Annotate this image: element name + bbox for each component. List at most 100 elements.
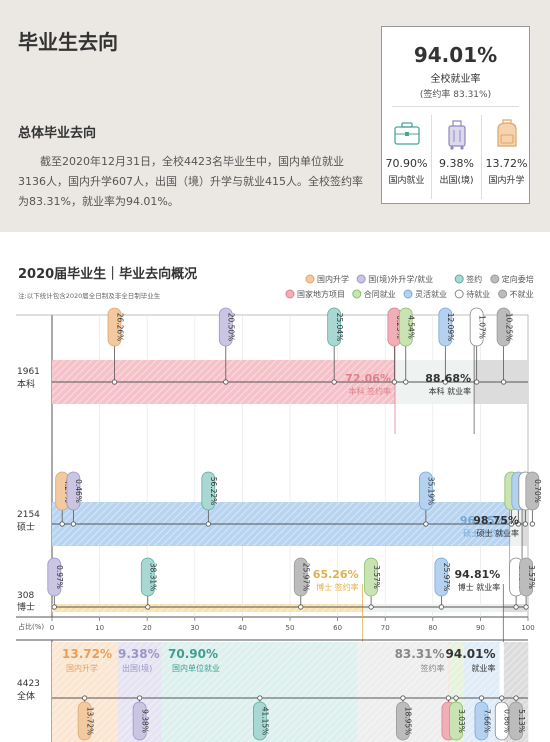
segment-capsule [525, 471, 540, 511]
segment-label: 12.09% [446, 313, 455, 342]
page-title: 毕业生去向 [18, 30, 118, 54]
segment-point [501, 379, 507, 385]
segment-capsule [438, 307, 453, 347]
x-tick-label: 30 [190, 624, 199, 632]
segment-capsule [509, 701, 523, 741]
legend-label: 待就业 [466, 289, 490, 299]
segment-point [453, 695, 459, 701]
x-tick-label: 40 [238, 624, 247, 632]
x-tick-label: 10 [95, 624, 104, 632]
segment-point [145, 604, 151, 610]
segment-point [403, 379, 409, 385]
sign-rate-text: 本科 签约率 [348, 386, 391, 396]
segment-capsule [77, 701, 92, 741]
overall-summary-text: 国内单位就业 [172, 663, 220, 673]
segment-point [523, 604, 529, 610]
segment-capsule [66, 471, 81, 511]
segment-point [513, 695, 519, 701]
legend-swatch [454, 289, 464, 299]
briefcase-icon [394, 122, 420, 145]
group-name: 硕士 [17, 521, 35, 533]
segment-capsule [398, 307, 413, 347]
segment-point [478, 695, 485, 701]
segment-capsule [519, 557, 533, 597]
legend-swatch [490, 274, 500, 284]
sign-rate-text: 博士 签约率 [316, 582, 359, 592]
segment-point [400, 695, 406, 701]
segment-label: 41.15% [261, 707, 270, 736]
overall-summary-value: 94.01% [446, 647, 496, 661]
group-2: 2154硕士4.27%0.46%56.22%35.19%1.58%1.02%0.… [17, 471, 542, 576]
segment-label: 0.70% [533, 479, 542, 503]
segment-point [529, 521, 535, 527]
segment-point [59, 521, 65, 527]
overall-employment-rate-label: 全校就业率 [430, 74, 481, 85]
x-tick-label: 80 [428, 624, 437, 632]
legend-swatch [352, 289, 362, 299]
segment-capsule [252, 701, 267, 741]
employment-rate-text: 硕士 就业率 [477, 528, 520, 538]
card-item-value: 13.72% [485, 157, 528, 170]
segment-capsule [293, 557, 308, 597]
segment-point [368, 604, 374, 610]
sign-rate-band-hatch [52, 604, 363, 612]
segment-label: 3.57% [372, 565, 381, 589]
segment-point [298, 604, 304, 610]
segment-capsule [107, 307, 122, 347]
segment-label: 5.13% [517, 709, 526, 733]
chart-title: 2020届毕业生｜毕业去向概况 [18, 266, 197, 282]
legend-swatch [356, 274, 366, 284]
segment-capsule [364, 557, 378, 597]
section-title: 总体毕业去向 [18, 126, 97, 141]
segment-label: 26.26% [115, 313, 124, 342]
summary-text: 截至2020年12月31日，全校4423名毕业生中，国内单位就业3136人，国内… [18, 155, 363, 208]
group-count: 2154 [17, 510, 40, 520]
segment-label: 25.97% [302, 563, 311, 592]
legend-swatch [403, 289, 413, 299]
employment-rate-card: 94.01% 全校就业率 (签约率 83.31%) 70.90% 国内就业 [381, 26, 530, 204]
segment-label: 56.22% [209, 477, 218, 506]
overall-summary-text: 国内升学 [66, 663, 98, 673]
segment-point [70, 521, 77, 527]
segment-capsule [434, 557, 449, 597]
x-tick-label: 50 [286, 624, 295, 632]
card-divider [392, 106, 519, 107]
segment-capsule [47, 557, 62, 597]
segment-label: 4.54% [407, 315, 416, 339]
segment-label: 10.25% [504, 313, 513, 342]
card-item-value: 9.38% [439, 157, 474, 170]
segment-point [257, 695, 263, 701]
legend-label: 国家地方项目 [297, 289, 345, 299]
segment-label: 38.31% [149, 563, 158, 592]
card-item-abroad: 9.38% 出国(境) [432, 115, 481, 199]
group-1: 1961本科26.26%20.50%25.04%0.25%4.54%12.09%… [17, 307, 528, 434]
legend-swatch [305, 274, 315, 284]
card-item-label: 国内就业 [388, 176, 425, 186]
luggage-icon [448, 120, 466, 150]
sign-rate-value: 96.15% [460, 514, 506, 527]
group-name: 博士 [17, 601, 35, 613]
x-tick-label: 60 [333, 624, 342, 632]
overall-summary-text: 签约率 [421, 663, 445, 673]
segment-point [499, 695, 505, 701]
segment-point [474, 379, 480, 385]
legend-label: 合同就业 [364, 289, 396, 299]
legend-label: 不就业 [510, 289, 534, 299]
overall-summary-value: 70.90% [168, 647, 218, 661]
segment-label: 3.57% [527, 565, 536, 589]
overall-summary-value: 9.38% [118, 647, 160, 661]
card-item-label: 国内升学 [488, 176, 525, 186]
overall-summary-text: 出国(境) [122, 663, 152, 673]
segment-point [513, 604, 519, 610]
segment-point [111, 379, 118, 385]
segment-point [423, 521, 429, 527]
x-tick-label: 0 [50, 624, 54, 632]
segment-point [515, 521, 521, 527]
segment-capsule [140, 557, 155, 597]
employment-rate-text: 博士 就业率 [458, 582, 501, 592]
segment-label: 20.50% [227, 313, 236, 342]
overall-employment-rate: 94.01% [413, 43, 498, 67]
